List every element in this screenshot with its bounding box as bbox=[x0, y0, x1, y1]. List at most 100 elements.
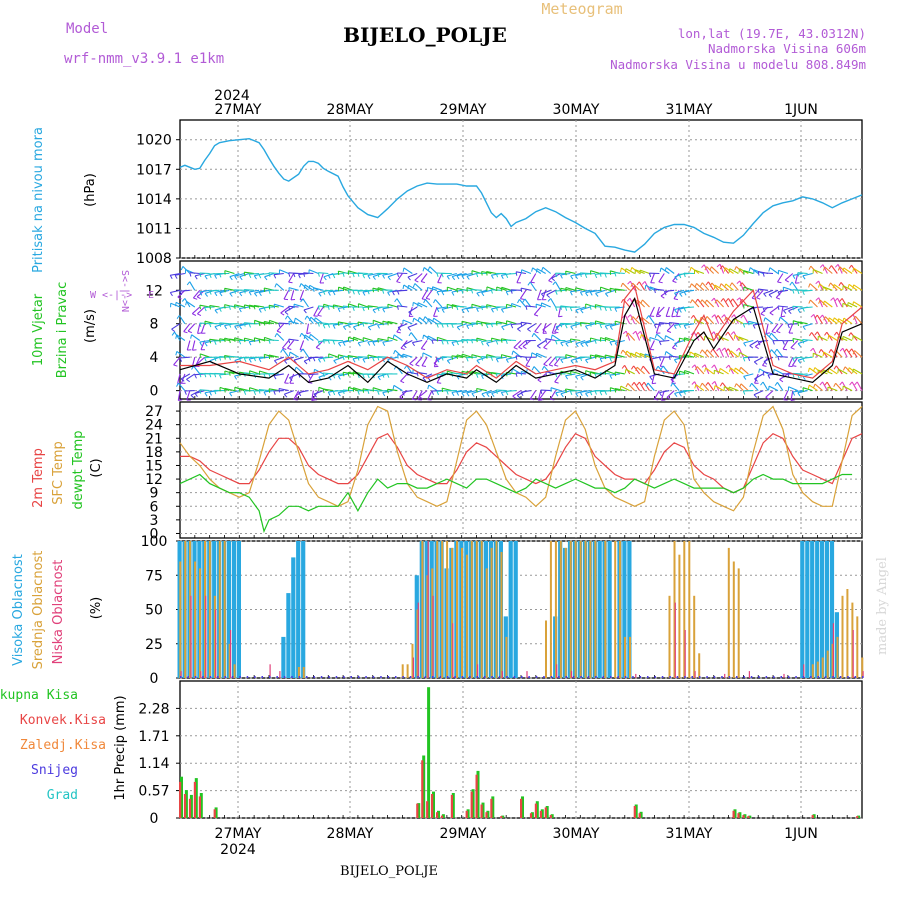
wind-barb-feather bbox=[199, 291, 203, 296]
wind-barb bbox=[280, 306, 290, 314]
wind-barb bbox=[276, 283, 285, 291]
cloud-baseline-mark bbox=[365, 676, 367, 678]
wind-barb-feather bbox=[234, 375, 238, 380]
wind-barb-feather bbox=[645, 382, 649, 387]
wind-barb bbox=[642, 299, 650, 308]
wind-barb-feather bbox=[848, 348, 853, 353]
precip-frozen-label: Zaledj.Kisa bbox=[20, 738, 106, 753]
wind-barb bbox=[783, 390, 789, 400]
wind-barb-feather bbox=[402, 284, 405, 290]
wind-barb bbox=[177, 373, 181, 384]
wind-barb-feather bbox=[352, 358, 356, 363]
precip-convective-bar bbox=[549, 815, 552, 818]
wind-barb bbox=[466, 272, 477, 277]
wind-barb-feather bbox=[322, 357, 326, 362]
wind-barb bbox=[200, 323, 206, 334]
wind-barb bbox=[520, 287, 532, 291]
wind-barb-feather bbox=[327, 339, 330, 344]
wind-barb-feather bbox=[802, 326, 806, 331]
wind-barb-feather bbox=[694, 319, 696, 324]
wind-barb-feather bbox=[729, 298, 734, 303]
wind-barb bbox=[622, 282, 631, 291]
wind-barb-feather bbox=[605, 293, 609, 297]
wind-barb-feather bbox=[621, 364, 625, 369]
wind-barb bbox=[649, 306, 655, 317]
wind-barb-feather bbox=[254, 292, 258, 297]
wind-barb-feather bbox=[731, 314, 735, 318]
wind-barb-feather bbox=[630, 365, 635, 370]
cloud-baseline-mark bbox=[402, 676, 404, 678]
precip-convective-bar bbox=[188, 798, 192, 818]
wind-barb-feather bbox=[749, 345, 754, 349]
wind-barb bbox=[853, 301, 863, 308]
cloud-bar-1 bbox=[431, 568, 434, 678]
wind-barb-feather bbox=[417, 317, 420, 322]
wind-barb-feather bbox=[387, 321, 389, 326]
wind-barb bbox=[357, 272, 368, 275]
precip-convective-bar bbox=[480, 804, 483, 818]
wind-barb bbox=[284, 373, 290, 384]
wind-barb bbox=[279, 269, 289, 275]
wind-barb-feather bbox=[456, 391, 460, 396]
wind-barb bbox=[436, 373, 443, 383]
wind-barb-feather bbox=[274, 283, 277, 288]
pressure-tick-label: 1011 bbox=[136, 221, 172, 237]
cloud-bar-1 bbox=[436, 541, 439, 678]
wind-barb-feather bbox=[179, 357, 183, 362]
wind-barb-feather bbox=[451, 323, 454, 329]
cloud-baseline-mark bbox=[698, 676, 701, 678]
wind-barb-feather bbox=[802, 339, 805, 344]
wind-barb-feather bbox=[537, 379, 542, 383]
wind-barb-feather bbox=[461, 309, 465, 314]
wind-barb-feather bbox=[609, 341, 613, 346]
wind-barb bbox=[830, 265, 838, 274]
wind-barb-feather bbox=[763, 317, 766, 322]
wind-barb bbox=[288, 320, 299, 325]
wind-barb-feather bbox=[569, 390, 573, 395]
wind-barb-feather bbox=[436, 358, 440, 363]
wind-barb-feather bbox=[322, 372, 325, 378]
wind-barb bbox=[842, 285, 853, 291]
temperature-tick-label: 12 bbox=[145, 472, 163, 488]
wind-barb bbox=[420, 340, 428, 349]
wind-barb-feather bbox=[415, 364, 420, 367]
cloud-bar-1 bbox=[218, 541, 221, 678]
wind-barb-feather bbox=[672, 280, 677, 283]
wind-barb bbox=[813, 268, 823, 275]
wind-barb-feather bbox=[362, 291, 366, 296]
cloud-bar-1 bbox=[302, 667, 305, 678]
wind-barb-feather bbox=[332, 274, 336, 279]
wind-barb bbox=[197, 306, 206, 315]
wind-barb bbox=[802, 356, 813, 359]
wind-barb bbox=[234, 304, 245, 308]
wind-barb bbox=[397, 289, 408, 292]
wind-barb-feather bbox=[792, 365, 797, 367]
wind-barb-feather bbox=[625, 332, 629, 337]
cloud-baseline-mark bbox=[498, 676, 501, 678]
wind-barb-feather bbox=[654, 398, 659, 401]
wind-barb-feather bbox=[852, 335, 854, 340]
cloud-baseline-mark bbox=[765, 676, 768, 678]
wind-barb-feather bbox=[694, 283, 697, 288]
wind-barb bbox=[353, 387, 364, 392]
wind-barb bbox=[358, 303, 368, 308]
wind-barb-feather bbox=[234, 304, 236, 309]
wind-barb-feather bbox=[313, 393, 318, 398]
wind-barb-feather bbox=[243, 272, 246, 277]
precip-total-bar bbox=[491, 796, 495, 818]
wind-barb-feather bbox=[725, 298, 729, 302]
wind-barb-feather bbox=[789, 281, 793, 286]
wind-barb-feather bbox=[263, 307, 266, 312]
wind-barb-feather bbox=[545, 338, 547, 343]
wind-barb bbox=[441, 306, 452, 310]
wind-barb-feather bbox=[810, 314, 815, 318]
wind-barb bbox=[496, 321, 507, 325]
wind-barb-feather bbox=[362, 388, 365, 393]
wind-barb-feather bbox=[180, 378, 185, 382]
cloud-baseline-mark bbox=[839, 676, 842, 678]
bottom-date-label: 1JUN bbox=[784, 826, 818, 842]
temperature-panel-frame bbox=[179, 401, 863, 539]
wind-barb bbox=[452, 272, 462, 278]
wind-barb-feather bbox=[357, 290, 361, 296]
wind-barb-feather bbox=[520, 371, 523, 376]
